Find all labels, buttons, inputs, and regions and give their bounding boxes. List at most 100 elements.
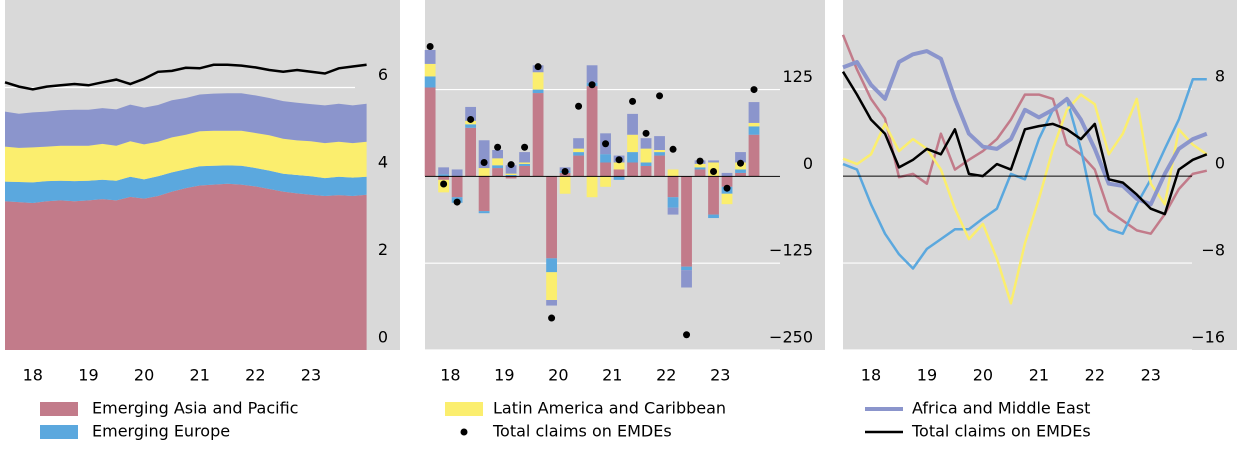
- bar: [721, 172, 733, 177]
- dot: [440, 180, 448, 188]
- dot: [737, 159, 745, 167]
- dot: [710, 168, 718, 176]
- dot: [656, 92, 664, 100]
- bar: [465, 124, 477, 128]
- y-tick-label: 0: [1215, 154, 1225, 173]
- y-tick-label: 4: [378, 153, 388, 172]
- y-tick-label: 2: [378, 240, 388, 259]
- bar: [640, 138, 652, 149]
- dot: [575, 102, 583, 110]
- bar: [667, 169, 679, 177]
- bar: [478, 211, 490, 214]
- plot-layer: [841, 34, 1208, 351]
- dot: [426, 43, 434, 51]
- bar: [694, 163, 706, 168]
- y-tick-label: 0: [378, 328, 388, 347]
- bar: [694, 167, 706, 170]
- x-tick-label: 20: [134, 366, 154, 385]
- dot: [723, 184, 731, 192]
- bar: [627, 113, 638, 135]
- bar: [654, 136, 665, 150]
- bar: [600, 176, 611, 187]
- bar: [613, 169, 625, 177]
- bar: [546, 272, 557, 300]
- legend-label: Emerging Asia and Pacific: [92, 399, 298, 418]
- plot-layer: [424, 43, 780, 351]
- dot: [669, 145, 677, 153]
- bar: [748, 126, 760, 135]
- dot: [494, 143, 502, 151]
- dot: [548, 314, 556, 322]
- bar: [478, 168, 490, 177]
- bar: [573, 138, 584, 149]
- bar: [478, 176, 490, 212]
- y-tick-label: −16: [1191, 328, 1225, 347]
- bar: [492, 168, 504, 177]
- legend-swatch: [40, 402, 78, 416]
- bar: [640, 165, 652, 177]
- bar: [721, 193, 733, 205]
- legend: Emerging Asia and Pacific Emerging Europ…: [40, 399, 1091, 441]
- x-tick-label: 19: [917, 366, 937, 385]
- line: [841, 71, 1208, 216]
- bar: [505, 176, 517, 179]
- bar: [573, 155, 584, 177]
- dot: [642, 129, 650, 137]
- bar: [519, 165, 530, 177]
- dot: [629, 97, 637, 105]
- x-tick-label: 22: [656, 366, 676, 385]
- bar: [627, 134, 638, 153]
- bar: [573, 148, 584, 153]
- dot: [750, 86, 758, 94]
- bar: [748, 134, 760, 177]
- area: [5, 165, 367, 203]
- bar: [559, 176, 571, 194]
- bar: [681, 270, 692, 288]
- dot: [534, 63, 542, 71]
- y-tick-label: 6: [378, 65, 388, 84]
- bar: [573, 152, 584, 156]
- line: [4, 63, 367, 91]
- dot: [480, 159, 488, 166]
- bar: [708, 176, 719, 215]
- bar: [492, 165, 504, 169]
- bar: [654, 150, 665, 153]
- bar: [667, 176, 679, 198]
- bar: [640, 162, 652, 166]
- bar: [586, 176, 598, 198]
- bar: [613, 162, 625, 170]
- bar: [532, 89, 544, 94]
- legend-label: Africa and Middle East: [912, 399, 1090, 418]
- bar: [694, 169, 706, 177]
- dot: [602, 140, 610, 148]
- bar: [735, 172, 746, 177]
- x-tick-label: 23: [710, 366, 730, 385]
- bar: [451, 176, 463, 198]
- legend-dot: [460, 428, 468, 436]
- bar: [708, 214, 719, 219]
- y-tick-label: −8: [1201, 241, 1225, 260]
- x-tick-label: 18: [440, 366, 460, 385]
- bar: [654, 152, 665, 156]
- bar: [532, 72, 544, 90]
- bar: [424, 76, 436, 88]
- y-tick-label: 125: [782, 67, 813, 86]
- x-tick-label: 21: [602, 366, 622, 385]
- bar: [627, 152, 638, 163]
- dot: [453, 198, 461, 206]
- legend-swatch: [40, 425, 78, 439]
- bar: [600, 154, 611, 163]
- bar: [505, 173, 517, 175]
- dot: [615, 156, 623, 164]
- bar: [519, 163, 530, 166]
- bar: [438, 167, 450, 175]
- area: [5, 93, 367, 148]
- bar: [519, 162, 530, 164]
- bar: [600, 162, 611, 177]
- y-tick-label: 8: [1215, 67, 1225, 86]
- bar: [586, 86, 598, 177]
- area: [5, 130, 367, 183]
- x-tick-label: 20: [548, 366, 568, 385]
- y-tick-label: −125: [769, 241, 813, 260]
